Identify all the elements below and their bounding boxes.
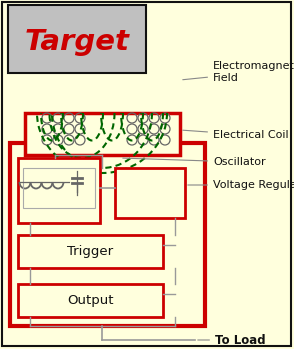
- Text: Trigger: Trigger: [67, 245, 113, 258]
- Bar: [115, 168, 185, 218]
- Text: Output: Output: [67, 294, 114, 307]
- Bar: [10, 143, 205, 326]
- Bar: [18, 235, 163, 268]
- Bar: [8, 5, 146, 73]
- Text: Electrical Coil: Electrical Coil: [183, 130, 289, 140]
- Bar: [18, 284, 163, 317]
- Bar: [18, 158, 100, 223]
- Bar: [23, 168, 95, 208]
- Text: Target: Target: [25, 28, 129, 56]
- Text: Voltage Regulator: Voltage Regulator: [188, 180, 294, 190]
- Text: Oscillator: Oscillator: [123, 157, 265, 167]
- Text: To Load: To Load: [198, 334, 265, 347]
- Bar: [25, 113, 180, 155]
- Text: Electromagnetic
Field: Electromagnetic Field: [183, 61, 294, 83]
